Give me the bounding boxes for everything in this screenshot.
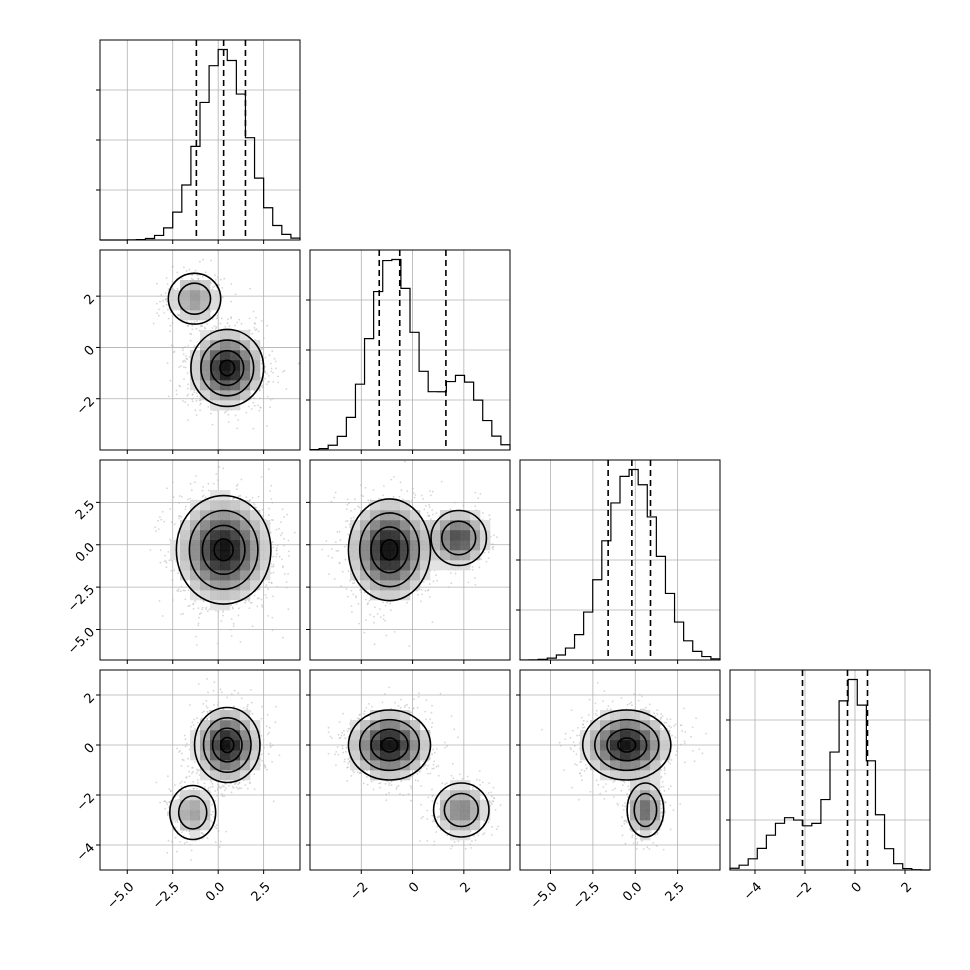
contour-ring bbox=[193, 706, 261, 784]
x-tick-label: 2 bbox=[458, 880, 474, 896]
contour-lines bbox=[347, 498, 488, 602]
y-tick-label: −2 bbox=[74, 790, 98, 814]
contour-ring bbox=[633, 792, 658, 828]
contour-ring bbox=[594, 718, 660, 772]
joint-panel-1-2 bbox=[306, 459, 511, 664]
y-tick-label: −4 bbox=[74, 840, 98, 864]
contour-ring bbox=[219, 359, 236, 377]
joint-panel-1-3 bbox=[306, 669, 511, 874]
x-tick-label: 2.5 bbox=[249, 880, 274, 905]
contour-lines bbox=[175, 494, 272, 605]
panel-frame bbox=[519, 669, 721, 871]
contour-ring bbox=[380, 737, 399, 753]
contour-ring bbox=[175, 494, 272, 605]
contour-ring bbox=[430, 509, 488, 567]
x-tick-label: −2.5 bbox=[150, 880, 183, 913]
joint-panel-0-1 bbox=[96, 249, 301, 454]
contour-ring bbox=[581, 709, 672, 781]
x-tick-label: 0.0 bbox=[620, 880, 645, 905]
contour-ring bbox=[202, 717, 252, 773]
grid-lines bbox=[520, 460, 720, 660]
x-tick-label: 0.0 bbox=[203, 880, 228, 905]
contour-lines bbox=[169, 706, 261, 841]
joint-panel-0-2 bbox=[96, 459, 301, 664]
panel-frame bbox=[309, 669, 511, 871]
density-cells bbox=[350, 500, 491, 601]
contour-ring bbox=[347, 498, 432, 602]
marginal-panel-2 bbox=[516, 459, 721, 664]
contour-ring bbox=[188, 509, 259, 590]
histogram-0 bbox=[99, 48, 301, 241]
x-tick-label: 2.5 bbox=[663, 880, 688, 905]
marginal-panel-1 bbox=[306, 249, 511, 454]
x-tick-label: −2 bbox=[791, 880, 815, 904]
y-tick-label: 2 bbox=[82, 292, 98, 308]
x-tick-label: −2.5 bbox=[570, 880, 603, 913]
x-tick-label: 2 bbox=[899, 880, 915, 896]
contour-ring bbox=[626, 782, 665, 838]
contour-ring bbox=[201, 524, 246, 576]
contour-ring bbox=[358, 718, 421, 772]
contour-ring bbox=[211, 727, 243, 763]
contour-ring bbox=[617, 737, 637, 753]
contour-lines bbox=[347, 709, 490, 838]
contour-ring bbox=[370, 526, 409, 574]
contour-ring bbox=[443, 792, 480, 828]
x-tick-label: −4 bbox=[741, 880, 765, 904]
density-cells bbox=[350, 710, 491, 841]
panel-frame bbox=[309, 459, 511, 661]
x-tick-label: 0 bbox=[406, 880, 422, 896]
joint-panel-2-3 bbox=[516, 669, 721, 874]
marginal-panel-0 bbox=[96, 39, 301, 244]
contour-ring bbox=[167, 272, 222, 325]
histogram-3 bbox=[729, 678, 931, 871]
contour-ring bbox=[213, 538, 234, 562]
contour-ring bbox=[177, 795, 208, 830]
y-tick-label: 0 bbox=[82, 343, 98, 359]
contour-ring bbox=[169, 784, 217, 841]
panel-frame bbox=[99, 249, 301, 451]
x-tick-label: −5.0 bbox=[528, 880, 561, 913]
contour-ring bbox=[606, 728, 648, 762]
y-tick-label: 2 bbox=[82, 690, 98, 706]
x-tick-label: −2 bbox=[347, 880, 371, 904]
x-tick-label: 0 bbox=[849, 880, 865, 896]
panel-frame bbox=[99, 459, 301, 661]
y-tick-label: −2 bbox=[74, 394, 98, 418]
contour-ring bbox=[177, 282, 212, 316]
y-tick-label: −2.5 bbox=[65, 583, 98, 616]
y-tick-label: 0 bbox=[82, 740, 98, 756]
histogram-1 bbox=[309, 258, 511, 451]
marginal-panel-3 bbox=[726, 669, 931, 874]
histogram-2 bbox=[519, 468, 721, 661]
joint-panel-0-3 bbox=[96, 669, 301, 874]
contour-lines bbox=[581, 709, 672, 838]
contour-ring bbox=[210, 349, 245, 387]
contour-ring bbox=[219, 736, 235, 754]
contour-ring bbox=[358, 512, 421, 588]
y-tick-label: 0.0 bbox=[73, 540, 98, 565]
contour-ring bbox=[440, 520, 477, 556]
y-tick-label: 2.5 bbox=[73, 498, 98, 523]
x-tick-label: −5.0 bbox=[105, 880, 138, 913]
panel-frame bbox=[99, 669, 301, 871]
contour-lines bbox=[167, 272, 265, 408]
contour-ring bbox=[190, 328, 265, 408]
y-tick-label: −5.0 bbox=[65, 625, 98, 658]
contour-ring bbox=[200, 339, 255, 397]
contour-ring bbox=[370, 728, 409, 762]
density-cells bbox=[170, 280, 261, 411]
contour-ring bbox=[380, 538, 399, 561]
density-cells bbox=[580, 710, 671, 841]
grid-lines bbox=[310, 250, 510, 450]
contour-ring bbox=[432, 782, 490, 838]
contour-ring bbox=[347, 709, 432, 781]
